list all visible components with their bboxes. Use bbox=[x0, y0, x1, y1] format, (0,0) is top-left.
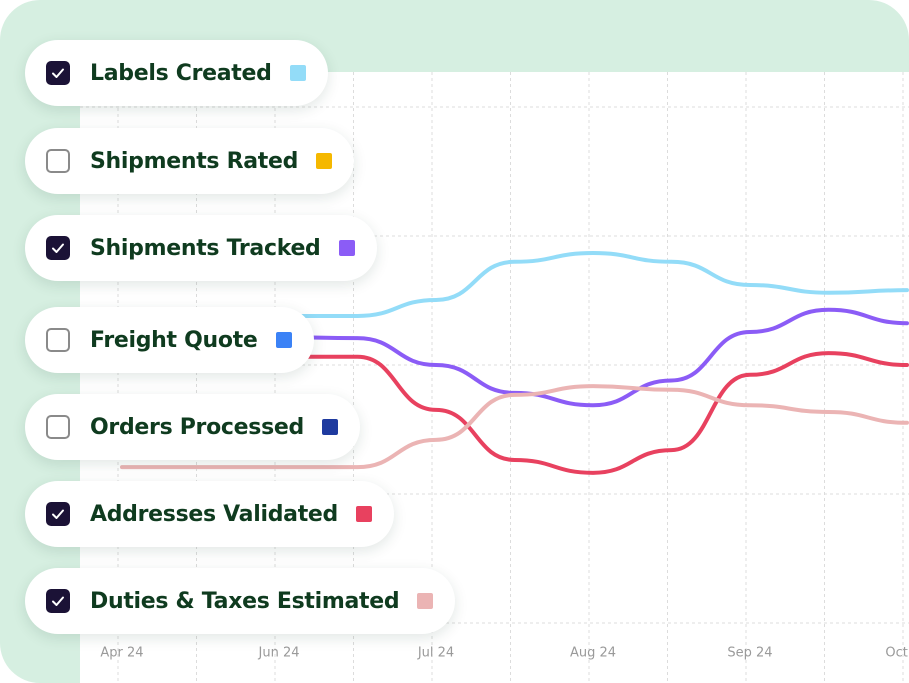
checkbox[interactable] bbox=[46, 236, 70, 260]
legend-swatch bbox=[289, 65, 306, 81]
checkbox[interactable] bbox=[46, 61, 70, 85]
x-tick-label: Jun 24 bbox=[258, 646, 300, 661]
legend-swatch bbox=[356, 506, 372, 522]
checkbox[interactable] bbox=[46, 328, 70, 352]
x-tick-label: Apr 24 bbox=[100, 646, 143, 661]
legend-item[interactable]: Labels Created bbox=[25, 40, 328, 106]
legend-item[interactable]: Orders Processed bbox=[25, 394, 360, 460]
legend-swatch bbox=[321, 419, 338, 435]
check-icon bbox=[52, 509, 64, 519]
legend-swatch bbox=[275, 332, 292, 348]
x-tick-label: Jul 24 bbox=[417, 646, 454, 661]
legend-label: Shipments Tracked bbox=[90, 235, 321, 261]
legend-label: Orders Processed bbox=[90, 414, 304, 440]
legend-item[interactable]: Shipments Rated bbox=[25, 128, 355, 194]
x-tick-label: Aug 24 bbox=[570, 646, 616, 661]
legend-swatch bbox=[417, 593, 434, 609]
checkbox[interactable] bbox=[46, 415, 70, 439]
x-tick-label: Sep 24 bbox=[727, 646, 772, 661]
legend-label: Freight Quote bbox=[90, 327, 258, 353]
legend-item[interactable]: Addresses Validated bbox=[25, 481, 394, 547]
checkbox[interactable] bbox=[46, 502, 70, 526]
legend-item[interactable]: Duties & Taxes Estimated bbox=[25, 568, 456, 634]
check-icon bbox=[52, 68, 64, 78]
legend-item[interactable]: Shipments Tracked bbox=[25, 215, 377, 281]
legend-item[interactable]: Freight Quote bbox=[25, 307, 314, 373]
legend-label: Labels Created bbox=[90, 60, 272, 86]
checkbox[interactable] bbox=[46, 589, 70, 613]
legend-label: Addresses Validated bbox=[90, 501, 338, 527]
checkbox[interactable] bbox=[46, 149, 70, 173]
legend-swatch bbox=[316, 153, 333, 169]
check-icon bbox=[52, 243, 64, 253]
legend-label: Duties & Taxes Estimated bbox=[90, 588, 400, 614]
legend-label: Shipments Rated bbox=[90, 148, 299, 174]
series-line bbox=[120, 384, 909, 470]
check-icon bbox=[52, 596, 64, 606]
x-tick-label: Oct 24 bbox=[885, 646, 909, 661]
legend-swatch bbox=[338, 240, 355, 256]
